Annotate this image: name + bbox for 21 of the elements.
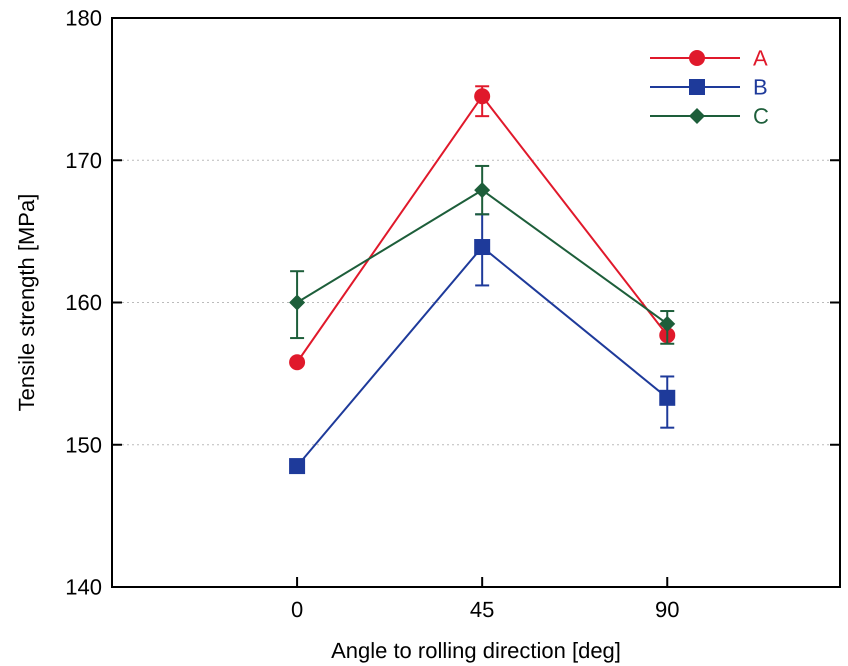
point: [659, 316, 676, 332]
y-tick-label: 160: [65, 290, 102, 316]
x-tick-label: 0: [290, 597, 304, 622]
y-tick-label: 140: [65, 574, 102, 600]
x-tick-label: 90: [655, 597, 680, 622]
x-tick-label: 45: [470, 597, 494, 622]
x-axis-title: Angle to rolling direction [deg]: [331, 638, 621, 663]
point: [659, 390, 676, 406]
legend-label: A: [753, 46, 768, 71]
legend-label: C: [753, 104, 769, 129]
legend-label: B: [753, 74, 768, 100]
point: [474, 239, 490, 256]
point: [289, 458, 306, 474]
y-tick-label: 170: [65, 148, 102, 173]
point: [289, 294, 306, 310]
y-tick-label: 150: [65, 432, 102, 458]
y-axis-title: Tensile strength [MPa]: [14, 194, 39, 412]
point: [474, 88, 490, 104]
y-tick-label: 180: [65, 6, 102, 31]
point: [474, 182, 490, 198]
point: [289, 354, 306, 370]
